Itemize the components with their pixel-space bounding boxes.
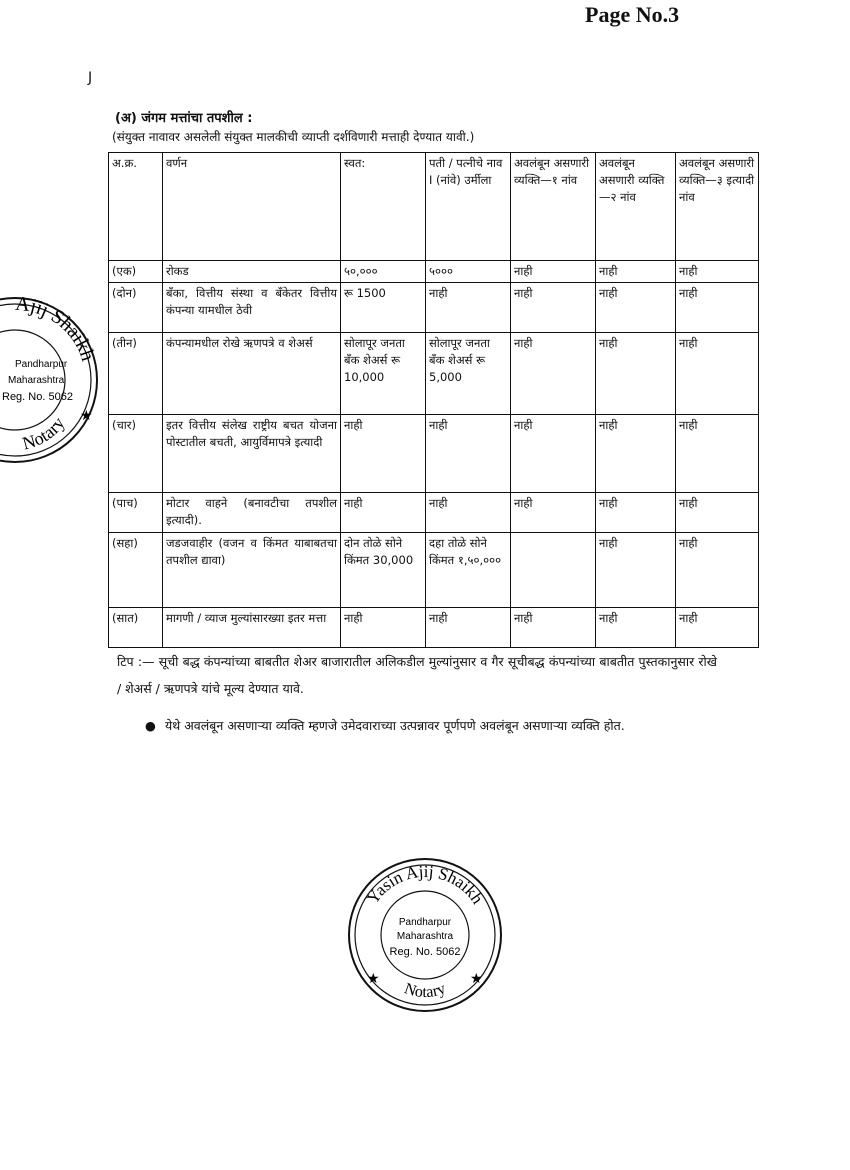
column-header: पती / पत्नीचे नाव I (नांवे) उर्मीला (425, 152, 511, 261)
table-cell: इतर वित्तीय संलेख राष्ट्रीय बचत योजना पो… (162, 414, 341, 493)
svg-text:★: ★ (80, 408, 93, 424)
table-cell: नाही (425, 282, 511, 333)
page-number: Page No.3 (585, 2, 680, 27)
table-cell: (एक) (108, 260, 163, 283)
table-cell: नाही (510, 332, 596, 415)
movable-assets-table: अ.क्र. वर्णन स्वत: पती / पत्नीचे नाव I (नां… (108, 152, 759, 648)
table-cell: (पाच) (108, 492, 163, 533)
column-header: वर्णन (162, 152, 341, 261)
table-cell (510, 532, 596, 608)
table-cell: मोटार वाहने (बनावटीचा तपशील इत्यादी). (162, 492, 341, 533)
notary-stamp-partial: Ajij Shaikh Notary Pandharpur Maharashtr… (0, 295, 99, 463)
table-row: (तीन) कंपन्यामधील रोखे ऋणपत्रे व शेअर्स सो… (108, 332, 759, 415)
table-cell: नाही (595, 282, 676, 333)
table-cell: नाही (340, 607, 426, 648)
note: टिप :— सूची बद्ध कंपन्यांच्या बाबतीत शेअ… (117, 654, 717, 696)
table-cell: नाही (675, 260, 759, 283)
table-cell: नाही (340, 492, 426, 533)
table-cell: नाही (510, 282, 596, 333)
table-cell: नाही (510, 492, 596, 533)
table-cell: (सहा) (108, 532, 163, 608)
svg-text:Maharashtra: Maharashtra (397, 931, 454, 942)
svg-text:Reg. No. 5062: Reg. No. 5062 (390, 946, 461, 958)
column-header: अ.क्र. (108, 152, 163, 261)
table-cell: नाही (595, 607, 676, 648)
table-cell: बँका, वित्तीय संस्था व बँकेतर वित्तीय कं… (162, 282, 341, 333)
corner-mark: J (88, 70, 93, 86)
column-header: अवलंबून असणारी व्यक्ति—२ नांव (595, 152, 676, 261)
table-cell: नाही (425, 492, 511, 533)
table-cell: नाही (675, 414, 759, 493)
table-row: (सहा) जडजवाहीर (वजन व किंमत याबाबतचा तपशी… (108, 532, 759, 608)
bullet-text: येथे अवलंबून असणाऱ्या व्यक्ति म्हणजे उमे… (165, 718, 625, 733)
svg-text:★: ★ (470, 971, 483, 987)
svg-text:Maharashtra: Maharashtra (8, 375, 65, 386)
table-cell: नाही (675, 282, 759, 333)
bullet-note: ● येथे अवलंबून असणाऱ्या व्यक्ति म्हणजे उ… (145, 712, 720, 740)
table-cell: (सात) (108, 607, 163, 648)
table-cell: नाही (595, 492, 676, 533)
svg-text:Notary: Notary (402, 980, 448, 1001)
table-cell: नाही (425, 607, 511, 648)
table-cell: दोन तोळे सोने किंमत 30,000 (340, 532, 426, 608)
table-cell: नाही (675, 492, 759, 533)
svg-text:Reg. No. 5062: Reg. No. 5062 (2, 391, 73, 403)
table-cell: नाही (595, 532, 676, 608)
column-header: स्वत: (340, 152, 426, 261)
table-cell: नाही (425, 414, 511, 493)
table-cell: नाही (595, 332, 676, 415)
svg-text:Pandharpur: Pandharpur (15, 359, 68, 370)
table-row: (सात) मागणी / व्याज मुल्यांसारख्या इतर मत… (108, 607, 759, 648)
table-cell: नाही (595, 414, 676, 493)
table-row: (चार) इतर वित्तीय संलेख राष्ट्रीय बचत योज… (108, 414, 759, 493)
table-cell: ५००० (425, 260, 511, 283)
section-title: (अ) जंगम मत्तांचा तपशील : (115, 111, 253, 126)
table-header-row: अ.क्र. वर्णन स्वत: पती / पत्नीचे नाव I (नां… (108, 152, 759, 261)
table-row: (दोन) बँका, वित्तीय संस्था व बँकेतर वित्त… (108, 282, 759, 333)
table-cell: (दोन) (108, 282, 163, 333)
table-cell: रू 1500 (340, 282, 426, 333)
notary-stamp: Yasin Ajij Shaikh Notary Pandharpur Maha… (348, 858, 502, 1012)
table-cell: (तीन) (108, 332, 163, 415)
table-cell: सोलापूर जनता बँक शेअर्स रू 10,000 (340, 332, 426, 415)
table-cell: कंपन्यामधील रोखे ऋणपत्रे व शेअर्स (162, 332, 341, 415)
section-subtitle: (संयुक्त नावावर असलेली संयुक्त मालकीची व… (112, 130, 475, 144)
column-header: अवलंबून असणारी व्यक्ति—१ नांव (510, 152, 596, 261)
table-cell: नाही (675, 332, 759, 415)
table-cell: दहा तोळे सोने किंमत १,५०,००० (425, 532, 511, 608)
table-cell: मागणी / व्याज मुल्यांसारख्या इतर मत्ता (162, 607, 341, 648)
table-cell: जडजवाहीर (वजन व किंमत याबाबतचा तपशील द्य… (162, 532, 341, 608)
table-cell: नाही (675, 607, 759, 648)
table-cell: ५०,००० (340, 260, 426, 283)
column-header: अवलंबून असणारी व्यक्ति—३ इत्यादी नांव (675, 152, 759, 261)
table-row: (पाच) मोटार वाहने (बनावटीचा तपशील इत्यादी… (108, 492, 759, 533)
svg-text:Pandharpur: Pandharpur (399, 917, 452, 928)
bullet-icon: ● (145, 718, 156, 733)
table-cell: नाही (510, 260, 596, 283)
table-cell: नाही (510, 414, 596, 493)
table-cell: रोकड (162, 260, 341, 283)
svg-text:Yasin Ajij Shaikh: Yasin Ajij Shaikh (363, 862, 487, 908)
table-cell: (चार) (108, 414, 163, 493)
table-cell: नाही (510, 607, 596, 648)
table-cell: सोलापूर जनता बँक शेअर्स रू 5,000 (425, 332, 511, 415)
table-cell: नाही (595, 260, 676, 283)
table-cell: नाही (340, 414, 426, 493)
table-cell: नाही (675, 532, 759, 608)
table-row: (एक) रोकड ५०,००० ५००० नाही नाही नाही (108, 260, 759, 283)
svg-text:★: ★ (367, 971, 380, 987)
